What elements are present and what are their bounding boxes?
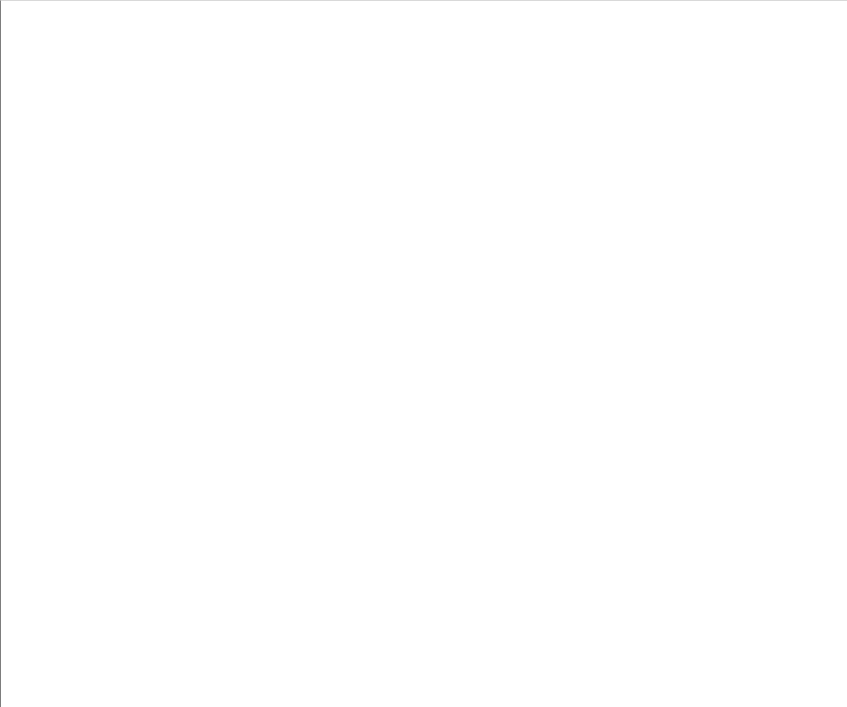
datasheet-characteristics-page (0, 0, 847, 707)
